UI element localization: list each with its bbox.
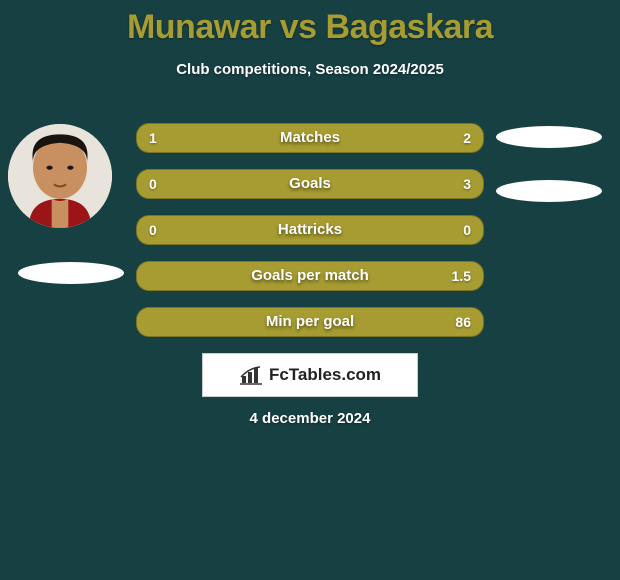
stat-row: 03Goals	[136, 169, 484, 199]
page-subtitle: Club competitions, Season 2024/2025	[0, 61, 620, 78]
stat-row: 12Matches	[136, 123, 484, 153]
stat-label: Matches	[137, 124, 483, 153]
stat-label: Goals	[137, 170, 483, 199]
stat-row: 86Min per goal	[136, 307, 484, 337]
stat-label: Min per goal	[137, 308, 483, 337]
date-label: 4 december 2024	[0, 410, 620, 427]
player-left-avatar	[8, 124, 112, 228]
player-left-name-oval	[18, 262, 124, 284]
stat-label: Hattricks	[137, 216, 483, 245]
stat-label: Goals per match	[137, 262, 483, 291]
source-logo-text: FcTables.com	[269, 365, 381, 385]
stat-row: 1.5Goals per match	[136, 261, 484, 291]
stat-row: 00Hattricks	[136, 215, 484, 245]
player-right-avatar-oval	[496, 126, 602, 148]
player-right-name-oval	[496, 180, 602, 202]
page-title: Munawar vs Bagaskara	[0, 0, 620, 47]
source-logo: FcTables.com	[202, 353, 418, 397]
comparison-bars: 12Matches 03Goals 00Hattricks 1.5Goals per …	[136, 123, 484, 353]
bar-chart-icon	[239, 364, 265, 386]
